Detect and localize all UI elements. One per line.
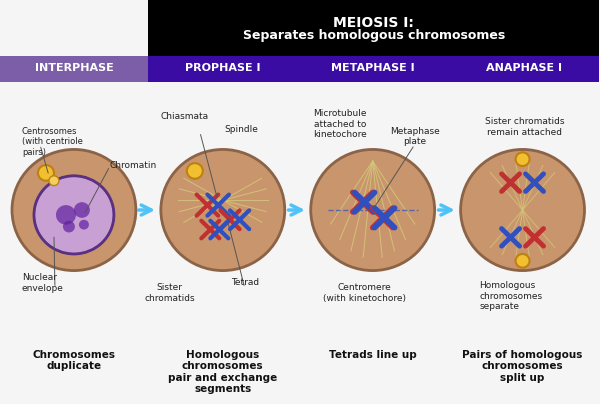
Text: Pairs of homologous
chromosomes
split up: Pairs of homologous chromosomes split up (463, 350, 583, 383)
Circle shape (38, 165, 54, 181)
Text: Homologous
chromosomes
separate: Homologous chromosomes separate (479, 281, 543, 311)
Text: INTERPHASE: INTERPHASE (35, 63, 113, 74)
Circle shape (56, 205, 76, 225)
Text: Centromere
(with kinetochore): Centromere (with kinetochore) (323, 283, 406, 303)
FancyBboxPatch shape (148, 0, 599, 56)
Circle shape (187, 163, 203, 179)
Circle shape (461, 149, 584, 271)
Circle shape (74, 202, 90, 218)
Text: Chromosomes
duplicate: Chromosomes duplicate (32, 350, 115, 371)
Text: Tetrad: Tetrad (231, 278, 259, 287)
Text: PROPHASE I: PROPHASE I (185, 63, 260, 74)
Text: Centrosomes
(with centriole
pairs): Centrosomes (with centriole pairs) (22, 127, 83, 157)
FancyBboxPatch shape (298, 56, 448, 82)
FancyBboxPatch shape (148, 56, 298, 82)
Circle shape (34, 176, 114, 254)
Text: Chromatin: Chromatin (110, 161, 157, 170)
Text: Metaphase
plate: Metaphase plate (390, 127, 440, 146)
Text: Sister chromatids
remain attached: Sister chromatids remain attached (485, 117, 565, 137)
Circle shape (515, 152, 530, 166)
Text: MEIOSIS I:: MEIOSIS I: (333, 16, 414, 29)
Circle shape (63, 221, 75, 232)
Text: Homologous
chromosomes
pair and exchange
segments: Homologous chromosomes pair and exchange… (168, 350, 277, 394)
Circle shape (515, 254, 530, 267)
Text: Separates homologous chromosomes: Separates homologous chromosomes (242, 29, 505, 42)
Text: Sister
chromatids: Sister chromatids (145, 283, 195, 303)
Text: Spindle: Spindle (225, 125, 259, 134)
Text: Nuclear
envelope: Nuclear envelope (22, 274, 64, 293)
Circle shape (311, 149, 434, 271)
Circle shape (49, 176, 59, 185)
Text: METAPHASE I: METAPHASE I (331, 63, 415, 74)
Text: ANAPHASE I: ANAPHASE I (485, 63, 562, 74)
Text: Tetrads line up: Tetrads line up (329, 350, 416, 360)
Circle shape (12, 149, 136, 271)
FancyBboxPatch shape (0, 56, 148, 82)
Text: Microtubule
attached to
kinetochore: Microtubule attached to kinetochore (313, 109, 367, 139)
FancyBboxPatch shape (448, 56, 599, 82)
Circle shape (79, 220, 89, 229)
Circle shape (161, 149, 285, 271)
Text: Chiasmata: Chiasmata (161, 112, 209, 121)
